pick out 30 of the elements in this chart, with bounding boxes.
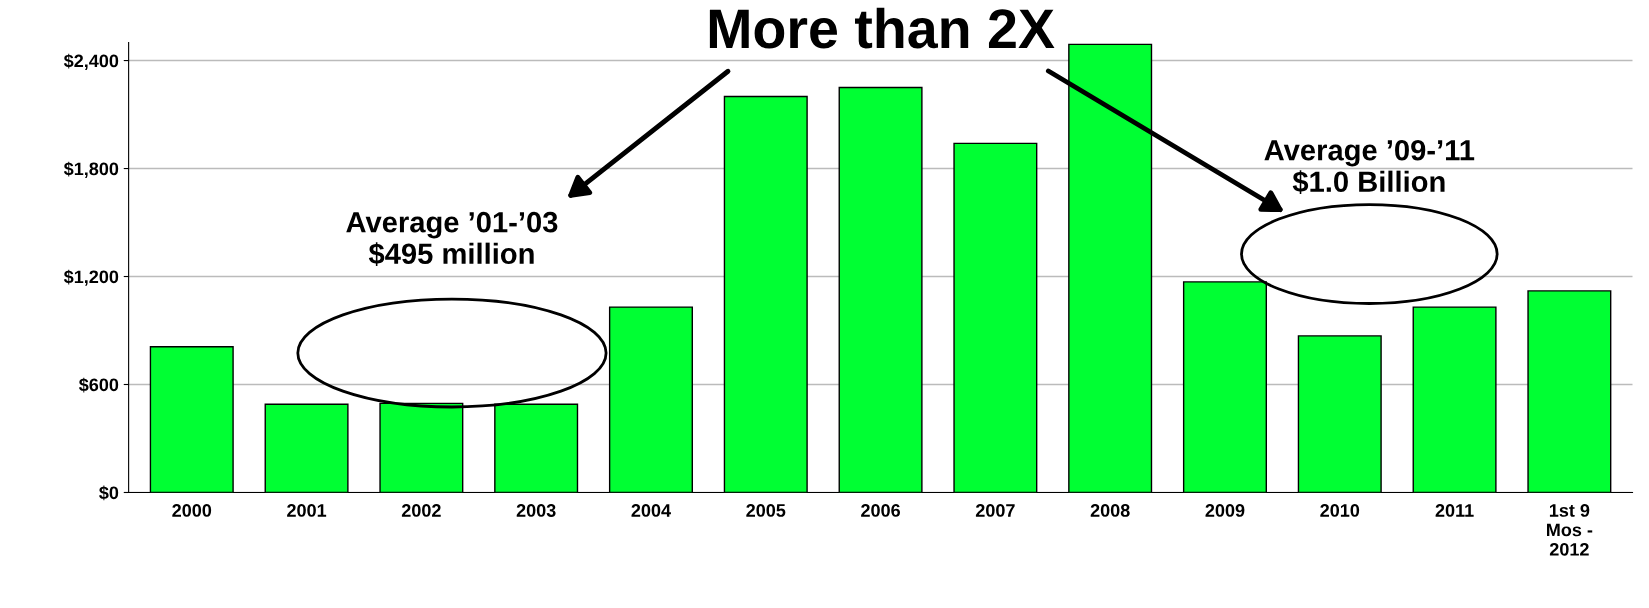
y-tick-label: $1,800 xyxy=(63,161,119,178)
x-tick-label: 2000 xyxy=(172,504,212,517)
x-tick-label: 2002 xyxy=(401,504,441,517)
annotation: Average ’01-’03 $495 million xyxy=(346,211,558,266)
x-tick-label: 2008 xyxy=(1090,504,1130,517)
y-tick-label: $600 xyxy=(78,377,119,393)
x-tick-label: 1st 9 Mos - 2012 xyxy=(1547,504,1593,556)
bar xyxy=(953,142,1038,493)
bar xyxy=(1527,290,1612,493)
y-tick-label: $2,400 xyxy=(63,53,119,70)
bar xyxy=(608,306,693,493)
y-tick-label: $1,200 xyxy=(63,269,119,286)
x-tick-label: 2003 xyxy=(516,504,556,517)
x-tick-label: 2010 xyxy=(1320,504,1360,517)
x-tick-label: 2004 xyxy=(631,504,671,517)
bar xyxy=(264,403,349,493)
bar xyxy=(1412,306,1497,493)
y-tick-label: $0 xyxy=(99,485,119,501)
x-tick-label: 2005 xyxy=(746,504,786,517)
x-tick-label: 2007 xyxy=(975,504,1015,517)
bar xyxy=(838,86,923,493)
x-tick-label: 2006 xyxy=(861,504,900,517)
x-tick-label: 2011 xyxy=(1435,504,1474,517)
annotation: Average ’09-’11 $1.0 Billion xyxy=(1264,139,1475,194)
annotation: More than 2X xyxy=(709,7,1055,49)
bar xyxy=(1297,335,1382,493)
x-tick-label: 2001 xyxy=(287,504,327,517)
bar xyxy=(723,95,808,493)
x-tick-label: 2009 xyxy=(1205,504,1245,517)
bar xyxy=(149,346,234,493)
